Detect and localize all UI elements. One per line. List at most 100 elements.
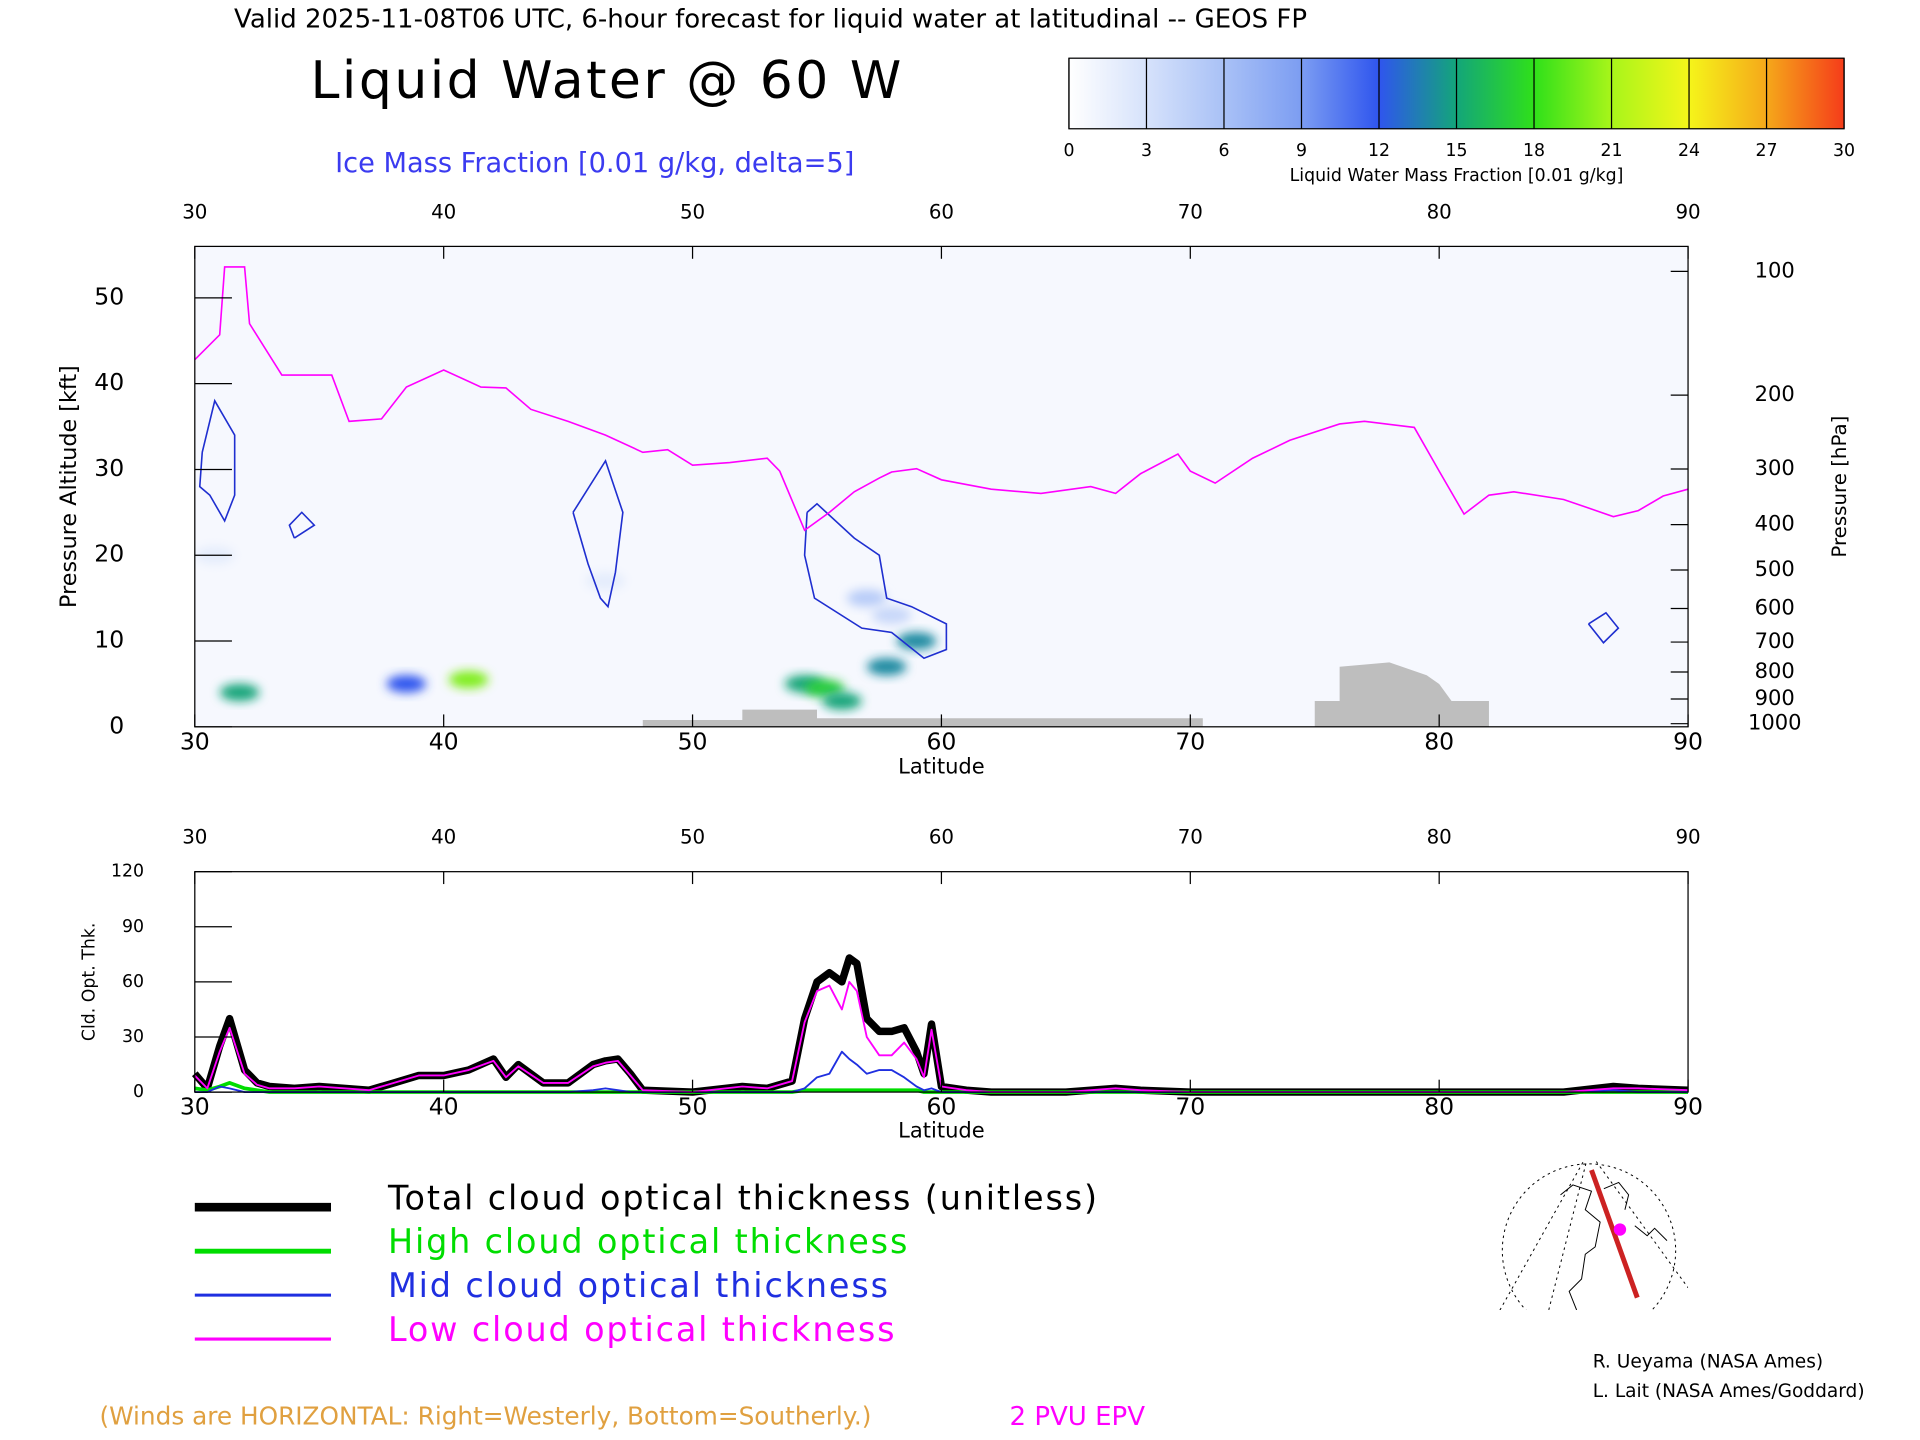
ice-contour [198,398,236,523]
y2-tick-label: 300 [1755,455,1795,480]
epv-legend: 2 PVU EPV [1010,1402,1146,1432]
epv-line [194,266,1689,532]
y-tick-label: 20 [94,540,124,568]
x-tick-label: 60 [926,727,956,755]
x-tick-label-top: 50 [680,826,705,849]
locator-map [1499,1161,1689,1310]
colorbar-tick-label: 18 [1523,141,1545,161]
colorbar-cell [1766,58,1845,129]
liquid-water [822,692,862,710]
ice-contour [288,511,316,539]
colorbar-tick-label: 21 [1600,141,1622,161]
y-tick-label: 120 [111,862,144,882]
chart-title: Liquid Water @ 60 W [310,51,903,111]
y-tick-label: 40 [94,368,124,396]
x-tick-label-top: 60 [929,200,954,223]
colorbar-tick-label: 0 [1063,141,1074,161]
y2-tick-label: 400 [1755,511,1795,536]
x-tick-label-top: 60 [929,826,954,849]
y-tick-label: 90 [122,917,144,937]
x-tick-label-top: 80 [1427,200,1452,223]
legend-label: Mid cloud optical thickness [388,1266,890,1305]
plot-background [194,246,1689,727]
y2-tick-label: 500 [1755,556,1795,581]
y2-tick-label: 1000 [1748,710,1802,735]
x-tick-label: 90 [1673,1093,1703,1121]
y-tick-label: 10 [94,626,124,654]
series-line [191,954,1689,1096]
colorbar-tick-label: 6 [1218,141,1229,161]
colorbar-cell [1689,58,1767,129]
y2-tick-label: 200 [1755,381,1795,406]
y2-axis-title: Pressure [hPa] [1828,416,1851,558]
liquid-water [866,658,907,676]
x-tick-label: 90 [1673,727,1703,755]
x-tick-label-top: 30 [182,200,207,223]
y2-tick-label: 900 [1755,685,1795,710]
liquid-water [871,606,912,624]
ice-contour [803,502,948,660]
colorbar-cell [1301,58,1379,129]
x-tick-label: 50 [678,727,708,755]
colorbar-tick-label: 30 [1833,141,1855,161]
colorbar-cell [1534,58,1612,129]
x-tick-label: 30 [180,1093,210,1121]
colorbar-cell [1068,58,1147,129]
y-axis-title: Cld. Opt. Thk. [80,923,100,1042]
legend-label: High cloud optical thickness [388,1222,909,1261]
x-tick-label: 70 [1175,727,1205,755]
colorbar-tick-label: 3 [1141,141,1152,161]
y-tick-label: 30 [122,1027,144,1047]
wind-note: (Winds are HORIZONTAL: Right=Westerly, B… [99,1402,871,1431]
x-tick-label-top: 70 [1178,200,1203,223]
colorbar-cell [1378,58,1457,129]
legend-label: Total cloud optical thickness (unitless) [387,1178,1099,1217]
x-tick-label-top: 80 [1427,826,1452,849]
colorbar-tick-label: 27 [1756,141,1778,161]
y2-tick-label: 700 [1755,628,1795,653]
colorbar-cell [1223,58,1302,129]
colorbar-frame [1068,57,1845,130]
y-tick-label: 30 [94,454,124,482]
y2-tick-label: 100 [1755,257,1795,282]
subtitle: Ice Mass Fraction [0.01 g/kg, delta=5] [335,148,854,179]
y-axis-title: Pressure Altitude [kft] [56,365,82,608]
header: Valid 2025-11-08T06 UTC, 6-hour forecast… [234,4,1307,34]
x-tick-label: 30 [180,727,210,755]
terrain [642,662,1489,727]
x-tick-label: 40 [429,1093,459,1121]
x-tick-label: 50 [678,1093,708,1121]
x-tick-label-top: 30 [182,826,207,849]
x-tick-label-top: 50 [680,200,705,223]
liquid-water [804,679,845,697]
credit: L. Lait (NASA Ames/Goddard) [1593,1381,1865,1402]
y-tick-label: 0 [133,1082,144,1102]
y2-tick-label: 800 [1755,658,1795,683]
liquid-water [386,675,427,693]
liquid-water [846,589,887,607]
x-tick-label: 60 [926,1093,956,1121]
colorbar-tick-label: 9 [1296,141,1307,161]
x-tick-label-top: 40 [431,826,456,849]
legend-label: Low cloud optical thickness [388,1310,896,1349]
y-tick-label: 50 [94,282,124,310]
x-tick-label-top: 70 [1178,826,1203,849]
liquid-water [219,683,260,702]
x-tick-label: 40 [429,727,459,755]
colorbar-cell [1146,58,1224,129]
y-tick-label: 60 [122,972,144,992]
colorbar-tick-label: 24 [1678,141,1700,161]
colorbar-cell [1456,58,1535,129]
colorbar-label: Liquid Water Mass Fraction [0.01 g/kg] [1290,166,1624,186]
x-tick-label: 80 [1424,727,1454,755]
ice-contour [572,458,624,609]
colorbar-cell [1611,58,1690,129]
y2-tick-label: 600 [1755,594,1795,619]
colorbar-tick-label: 15 [1445,141,1467,161]
liquid-water [448,670,489,689]
plot-frame [194,871,1689,1093]
ice-contour [1587,611,1620,644]
x-tick-label: 80 [1424,1093,1454,1121]
